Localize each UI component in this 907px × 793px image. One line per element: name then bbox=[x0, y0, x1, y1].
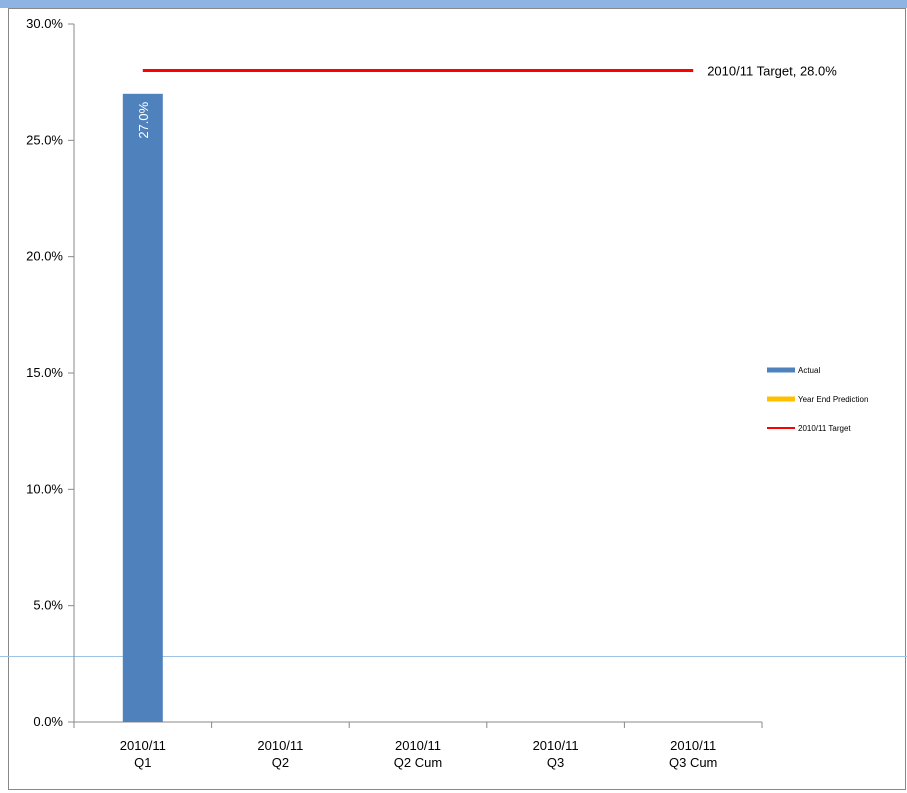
target-data-label: 2010/11 Target, 28.0% bbox=[707, 64, 837, 79]
y-tick-label: 20.0% bbox=[26, 249, 63, 264]
bar-data-label: 27.0% bbox=[136, 101, 151, 138]
horizontal-guide-rule bbox=[0, 656, 907, 657]
y-axis-ticks: 0.0% 5.0% 10.0% 15.0% 20.0% 25.0% 30.0% bbox=[26, 16, 74, 729]
y-tick-label: 25.0% bbox=[26, 132, 63, 147]
x-category-label-line2: Q2 bbox=[272, 755, 289, 770]
x-category-label-line1: 2010/11 bbox=[257, 738, 303, 753]
x-category-label-line1: 2010/11 bbox=[395, 738, 441, 753]
x-axis-labels: 2010/11 Q1 2010/11 Q2 2010/11 Q2 Cum 2010/11 Q3… bbox=[73, 722, 763, 770]
y-tick-label: 5.0% bbox=[33, 598, 63, 613]
y-tick-label: 0.0% bbox=[33, 714, 63, 729]
legend-label: 2010/11 Target bbox=[798, 424, 851, 433]
window-top-band bbox=[0, 0, 907, 8]
x-category-label-line2: Q1 bbox=[134, 755, 151, 770]
x-category-label-line2: Q3 bbox=[547, 755, 564, 770]
x-category-label-line2: Q2 Cum bbox=[394, 755, 442, 770]
x-category-label-line2: Q3 Cum bbox=[669, 755, 717, 770]
y-tick-label: 15.0% bbox=[26, 365, 63, 380]
legend-label: Actual bbox=[798, 366, 820, 375]
x-category-label-line1: 2010/11 bbox=[670, 738, 716, 753]
target-series: 2010/11 Target, 28.0% bbox=[142, 64, 837, 79]
x-category-label-line1: 2010/11 bbox=[533, 738, 579, 753]
axes bbox=[73, 24, 762, 723]
x-category-label-line1: 2010/11 bbox=[120, 738, 166, 753]
legend-swatch-target bbox=[767, 427, 795, 429]
y-tick-label: 10.0% bbox=[26, 481, 63, 496]
bar-actual bbox=[122, 93, 163, 723]
legend-swatch-actual bbox=[767, 367, 795, 373]
legend-label: Year End Prediction bbox=[798, 395, 868, 404]
y-tick-label: 30.0% bbox=[26, 16, 63, 31]
legend: Actual Year End Prediction 2010/11 Target bbox=[767, 366, 868, 433]
legend-swatch-year-end-prediction bbox=[767, 396, 795, 402]
actual-bars: 27.0% bbox=[122, 93, 163, 723]
